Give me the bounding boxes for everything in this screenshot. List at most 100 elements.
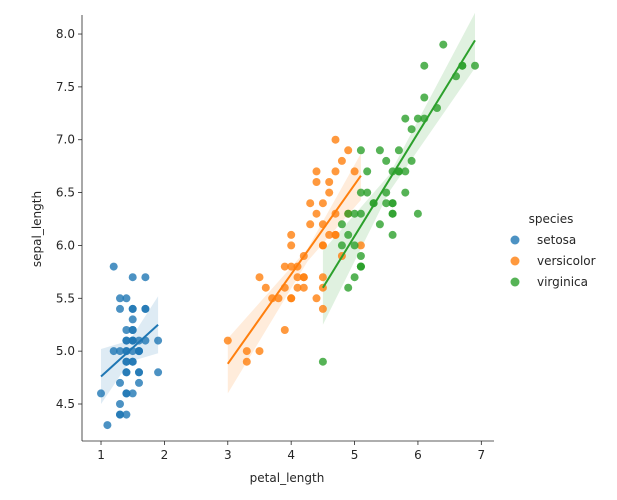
setosa-point [122, 410, 131, 419]
setosa-point [128, 357, 137, 366]
setosa-point [128, 389, 137, 398]
virginica-point [382, 188, 391, 197]
versicolor-point [331, 230, 340, 239]
versicolor-point [312, 209, 321, 218]
legend: species setosa versicolor virginica [510, 212, 596, 289]
data-points [97, 40, 479, 430]
setosa-point [141, 304, 150, 313]
virginica-point [356, 146, 365, 155]
x-tick-label: 7 [478, 448, 486, 462]
versicolor-point [318, 199, 327, 208]
virginica-point [401, 114, 410, 123]
setosa-point [122, 326, 131, 334]
virginica-point [471, 61, 479, 70]
setosa-point [122, 368, 131, 377]
setosa-point [122, 389, 131, 398]
setosa-point [116, 400, 124, 408]
virginica-point [318, 357, 327, 366]
versicolor-point [325, 188, 334, 197]
x-tick-label: 5 [351, 448, 359, 462]
setosa-point [135, 378, 143, 387]
versicolor-regression-line [226, 175, 362, 365]
setosa-point [116, 304, 124, 313]
versicolor-point [242, 357, 251, 366]
y-tick-label: 7.5 [56, 80, 75, 94]
y-tick-label: 6.5 [56, 186, 75, 200]
versicolor-point [318, 304, 327, 313]
virginica-point [375, 220, 384, 229]
setosa-regression-line [100, 323, 159, 378]
y-tick-label: 4.5 [56, 397, 75, 411]
setosa-point [122, 357, 131, 366]
virginica-point [337, 220, 346, 229]
versicolor-point [255, 273, 264, 282]
setosa-point [135, 347, 143, 356]
versicolor-point [331, 135, 340, 144]
axes [81, 15, 494, 442]
setosa-point [128, 326, 137, 334]
virginica-point [356, 188, 365, 197]
versicolor-point [280, 262, 289, 271]
x-tick-label: 2 [161, 448, 169, 462]
setosa-point [128, 273, 137, 282]
versicolor-point [331, 167, 340, 176]
setosa-point [128, 315, 137, 324]
setosa-point [128, 336, 137, 345]
virginica-point [407, 156, 416, 165]
versicolor-point [242, 347, 251, 356]
setosa-point [122, 347, 131, 356]
x-tick-label: 6 [414, 448, 422, 462]
x-tick-label: 3 [224, 448, 232, 462]
y-tick-label: 5.0 [56, 344, 75, 358]
virginica-point [350, 241, 359, 250]
versicolor-point [268, 294, 277, 303]
setosa-point [141, 273, 150, 282]
legend-marker-setosa [510, 235, 520, 245]
virginica-point [413, 114, 422, 123]
virginica-point [388, 230, 397, 239]
versicolor-point [306, 220, 315, 229]
legend-marker-virginica [510, 277, 520, 287]
virginica-point [413, 209, 422, 218]
versicolor-point [306, 199, 315, 208]
y-tick-label: 8.0 [56, 27, 75, 41]
virginica-point [388, 209, 397, 218]
virginica-point [407, 125, 416, 134]
virginica-point [363, 167, 372, 176]
versicolor-point [287, 294, 296, 303]
versicolor-point [223, 336, 232, 345]
virginica-point [344, 283, 353, 292]
versicolor-point [312, 167, 321, 176]
virginica-point [394, 146, 403, 155]
virginica-point [394, 167, 403, 176]
setosa-point [135, 368, 143, 377]
setosa-point [122, 294, 131, 303]
virginica-point [382, 156, 391, 165]
legend-title: species [529, 212, 574, 226]
versicolor-point [287, 241, 296, 250]
versicolor-point [287, 262, 296, 271]
setosa-point [116, 347, 124, 356]
versicolor-point [356, 241, 365, 250]
setosa-point [116, 378, 124, 387]
versicolor-confidence-band [227, 153, 361, 394]
virginica-point [382, 199, 391, 208]
versicolor-point [337, 156, 346, 165]
versicolor-point [280, 326, 289, 334]
y-tick-label: 6.0 [56, 238, 75, 252]
virginica-point [344, 209, 353, 218]
versicolor-point [299, 283, 308, 292]
virginica-point [350, 209, 359, 218]
versicolor-point [312, 178, 321, 186]
virginica-point [350, 273, 359, 282]
virginica-point [420, 93, 429, 102]
regression-lines [100, 39, 476, 378]
confidence-bands [101, 12, 475, 404]
x-tick-label: 1 [97, 448, 105, 462]
versicolor-point [287, 230, 296, 239]
versicolor-point [318, 241, 327, 250]
virginica-regression-line [322, 39, 476, 289]
y-tick-label: 7.0 [56, 133, 75, 147]
setosa-point [97, 389, 105, 398]
